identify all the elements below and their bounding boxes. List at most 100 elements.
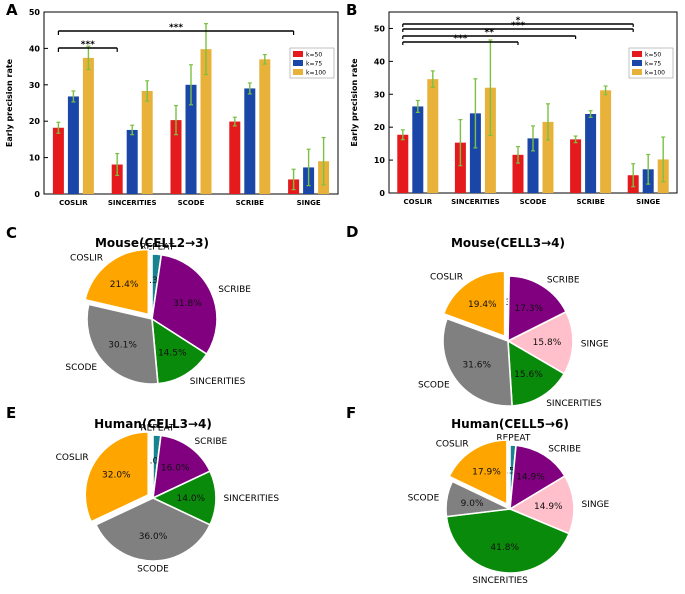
bar-k=50-SCODE (512, 154, 524, 193)
panel-label-E: E (6, 404, 16, 422)
pie-percent: 21.4% (110, 280, 139, 290)
pie-percent: 17.9% (472, 468, 501, 478)
y-tick-label: 40 (29, 44, 41, 53)
pie-label-scode: SCODE (408, 493, 440, 503)
pie-percent: 2.3% (143, 276, 166, 286)
y-tick-label: 10 (374, 156, 386, 165)
significance-label: *** (169, 23, 183, 33)
pie-label-singe: SINGE (581, 339, 609, 349)
pie-label-coslir: COSLIR (436, 439, 469, 449)
significance-label: *** (81, 40, 95, 50)
bar-k=100-COSLIR (82, 57, 94, 194)
x-tick-label: SCRIBE (576, 198, 605, 206)
pie-percent: 31.8% (173, 299, 202, 309)
y-tick-label: 20 (374, 123, 386, 132)
panel-label-C: C (6, 224, 17, 242)
y-axis-label: Early precision rate (5, 58, 14, 147)
pie-percent: 14.5% (158, 348, 187, 358)
legend-swatch-k=100 (632, 69, 642, 75)
pie-slice-coslir (448, 439, 508, 506)
pie-percent: 30.1% (108, 341, 137, 351)
pie-percent: 1.5% (500, 467, 523, 477)
pie-title: Human(CELL5→6) (451, 417, 569, 431)
pie-panel-F: F Human(CELL5→6) 1.5% REPEAT 14.9% SCRIBE 14.9… (346, 404, 610, 586)
y-tick-label: 30 (374, 90, 386, 99)
significance-bracket: ** (402, 28, 577, 39)
pie-percent: 17.3% (514, 304, 543, 314)
pie-percent: 15.6% (514, 370, 543, 380)
panel-label-A: A (6, 1, 18, 19)
pie-label-scribe: SCRIBE (547, 275, 580, 285)
bar-k=75-SCODE (527, 138, 539, 193)
significance-bracket: * (402, 16, 634, 27)
pie-label-singe: SINGE (581, 500, 609, 510)
significance-label: * (516, 16, 521, 26)
pie-slice-scribe (507, 275, 568, 343)
x-tick-label: COSLIR (59, 199, 88, 207)
bar-k=100-SCRIBE (259, 59, 271, 194)
bar-k=75-SCRIBE (244, 88, 256, 194)
pie-label-repeat: REPEAT (496, 433, 531, 443)
y-tick-label: 50 (29, 8, 41, 17)
legend-swatch-k=100 (293, 69, 303, 75)
pie-label-sincerities: SINCERITIES (190, 377, 246, 387)
legend-swatch-k=75 (632, 60, 642, 66)
pie-slice-scode (94, 497, 212, 562)
bar-k=75-COSLIR (412, 106, 424, 193)
pie-slice-scode (445, 480, 513, 518)
pie-slice-sincerities (151, 470, 217, 526)
y-tick-label: 50 (374, 24, 386, 33)
significance-label: ** (484, 28, 494, 38)
x-tick-label: SCODE (520, 198, 547, 206)
pie-label-coslir: COSLIR (70, 253, 103, 263)
significance-bracket: *** (402, 21, 634, 32)
legend-label-k=75: k=75 (645, 61, 661, 68)
pie-label-scode: SCODE (418, 381, 450, 391)
pie-slice-scribe (152, 434, 212, 500)
significance-label: *** (453, 34, 467, 44)
significance-bracket: *** (402, 34, 519, 45)
bar-k=50-COSLIR (52, 127, 64, 194)
bar-k=100-SINCERITIES (484, 87, 496, 193)
pie-slice-coslir (442, 270, 506, 338)
significance-bracket: *** (57, 23, 295, 35)
pie-label-repeat: REPEAT (140, 242, 175, 252)
pie-percent: 41.8% (490, 543, 519, 553)
pie-title: Mouse(CELL3→4) (451, 236, 565, 250)
pie-panel-E: E Human(CELL3→4) 2.0% REPEAT 16.0% SCRIBE 14.0… (6, 404, 279, 575)
pie-label-scribe: SCRIBE (548, 444, 581, 454)
pie-label-scribe: SCRIBE (194, 437, 227, 447)
bar-k=75-SCRIBE (585, 114, 597, 193)
pie-label-coslir: COSLIR (56, 453, 89, 463)
significance-label: *** (511, 21, 525, 31)
pie-label-scode: SCODE (137, 565, 169, 575)
bar-k=50-SINCERITIES (111, 164, 123, 194)
y-axis-label: Early precision rate (350, 58, 359, 147)
pie-percent: 32.0% (102, 471, 131, 481)
bar-k=75-SCODE (185, 84, 197, 194)
panel-label-B: B (346, 1, 357, 19)
significance-bracket: *** (57, 40, 118, 52)
x-tick-label: SINCERITIES (451, 198, 500, 206)
bar-panel-A: A 0 10 20 30 40 50 Early precision rate COSLIR SI… (5, 1, 339, 207)
pie-title: Human(CELL3→4) (94, 417, 212, 431)
pie-percent: 14.9% (516, 473, 545, 483)
x-tick-label: SINGE (297, 199, 321, 207)
pie-percent: 15.8% (533, 338, 562, 348)
y-tick-label: 40 (374, 57, 386, 66)
pie-panel-D: DMouse(CELL3→4)0.3%17.3%SCRIBE15.8%SINGE… (346, 223, 609, 409)
pie-slice-singe (506, 310, 574, 375)
x-tick-label: SINCERITIES (108, 199, 157, 207)
panel-label-F: F (346, 404, 356, 422)
x-tick-label: SCRIBE (236, 199, 265, 207)
pie-label-scribe: SCRIBE (218, 285, 251, 295)
x-tick-label: COSLIR (404, 198, 433, 206)
pie-percent: 36.0% (139, 532, 168, 542)
pie-slice-sincerities (507, 339, 566, 407)
pie-slice-scribe (509, 444, 566, 511)
bar-k=100-SINCERITIES (141, 90, 153, 194)
pie-slice-sincerities (445, 508, 571, 574)
bar-k=50-SCODE (170, 120, 182, 194)
pie-panel-C: C Mouse(CELL2→3) 2.3% REPEAT 31.8% SCRIBE 14.5… (6, 224, 251, 387)
